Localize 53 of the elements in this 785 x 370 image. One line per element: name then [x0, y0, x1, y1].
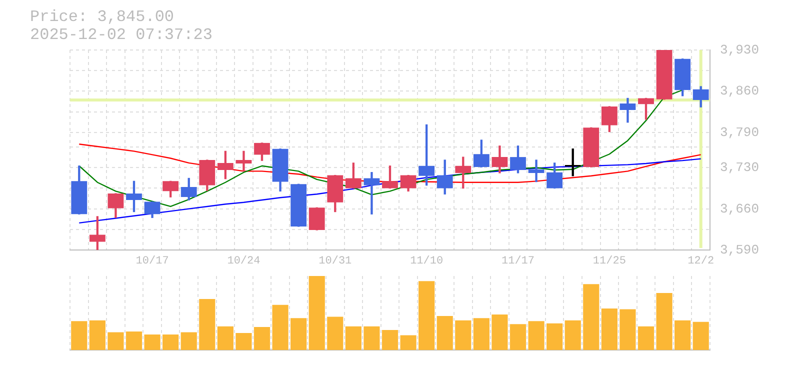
bar: [364, 326, 380, 350]
candlestick: [364, 172, 380, 214]
bar: [236, 332, 252, 350]
x-tick-label: 12/2: [688, 256, 714, 268]
bar: [620, 309, 636, 350]
bar: [199, 298, 216, 350]
bar: [564, 320, 581, 350]
x-tick-label: 10/31: [318, 256, 352, 268]
x-tick-label: 11/25: [592, 256, 626, 268]
x-tick-label: 10/24: [227, 256, 261, 268]
x-tick-label: 10/17: [136, 256, 169, 268]
bar: [162, 334, 179, 350]
candlestick: [236, 150, 252, 172]
bar: [400, 335, 416, 350]
bar: [180, 332, 197, 350]
y-tick-label: 3,790: [720, 124, 760, 140]
bar: [436, 316, 453, 350]
bar: [217, 326, 234, 350]
bar: [583, 284, 600, 350]
bar: [510, 324, 526, 350]
bar: [126, 332, 142, 350]
bar: [382, 330, 398, 350]
bar: [272, 304, 288, 350]
y-tick-label: 3,660: [720, 201, 760, 216]
bar: [345, 326, 362, 350]
bar: [144, 334, 160, 350]
y-tick-label: 3,930: [720, 42, 760, 58]
y-tick-label: 3,590: [720, 242, 760, 258]
bar: [308, 276, 325, 350]
y-tick-label: 3,730: [720, 160, 760, 176]
bar: [692, 322, 709, 350]
bar: [108, 332, 124, 350]
y-tick-label: 3,860: [720, 84, 760, 99]
bar: [89, 320, 106, 350]
x-tick-label: 11/10: [410, 256, 444, 268]
bar: [638, 326, 654, 350]
bar: [674, 320, 691, 350]
candlestick: [528, 160, 544, 182]
chart-title: Price: 3,845.00: [30, 8, 174, 26]
bar: [473, 318, 490, 350]
chart-subtitle: 2025-12-02 07:37:23: [30, 26, 212, 44]
bar: [656, 293, 672, 350]
bar: [254, 327, 270, 350]
bar: [327, 316, 344, 350]
bar: [418, 281, 435, 350]
x-tick-label: 11/17: [501, 256, 535, 268]
bar: [528, 321, 544, 350]
bar: [546, 323, 563, 350]
bar: [71, 321, 88, 350]
bar: [290, 318, 307, 350]
bar: [492, 314, 508, 350]
bar: [601, 308, 618, 350]
bar: [455, 320, 472, 350]
